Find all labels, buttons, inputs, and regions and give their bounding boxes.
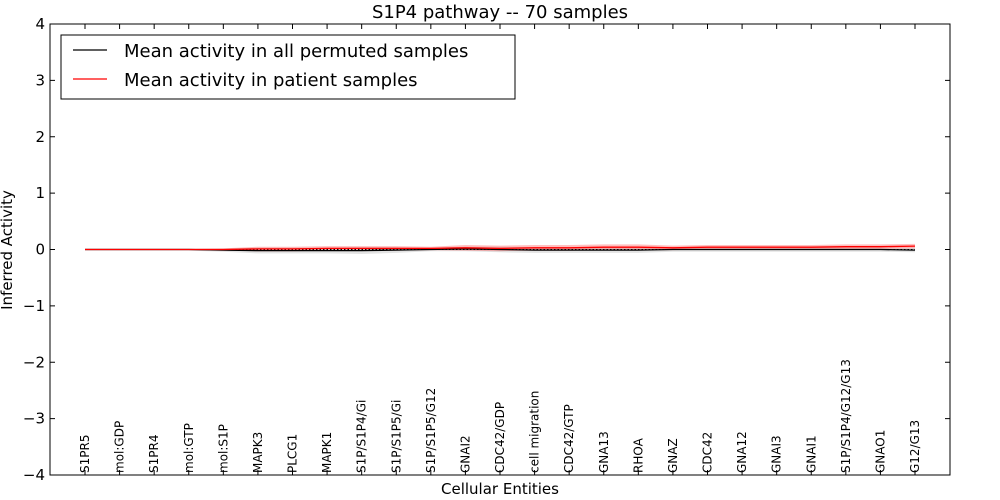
y-tick-label: −4: [23, 466, 45, 484]
series-line-1: [85, 245, 916, 251]
legend-label-patient: Mean activity in patient samples: [124, 70, 418, 91]
x-tick-label: PLCG1: [286, 434, 300, 473]
x-tick-label: mol:S1P: [216, 424, 230, 473]
y-axis-title: Inferred Activity: [0, 190, 16, 310]
legend-label-permuted: Mean activity in all permuted samples: [124, 41, 468, 62]
x-tick-label: MAPK1: [320, 432, 334, 473]
x-tick-label: GNAI3: [770, 435, 784, 473]
x-tick-label: S1P/S1P4/Gi: [355, 400, 369, 473]
x-tick-label: GNAI2: [458, 435, 472, 473]
x-tick-label: MAPK3: [251, 432, 265, 473]
y-tick-label: 2: [35, 128, 45, 146]
legend: Mean activity in all permuted samples Me…: [60, 34, 516, 100]
x-tick-label: mol:GTP: [182, 423, 196, 473]
x-tick-label: GNA12: [735, 431, 749, 473]
y-axis: 4 3 2 1 0 −1 −2 −3 −4: [23, 15, 950, 484]
x-tick-label: S1P/S1P5/Gi: [389, 400, 403, 473]
x-tick-label: S1P/S1P5/G12: [424, 388, 438, 473]
x-tick-label: GNAZ: [666, 438, 680, 473]
x-tick-label: mol:GDP: [113, 421, 127, 473]
x-tick-label: RHOA: [631, 437, 645, 473]
x-tick-label: CDC42/GTP: [562, 404, 576, 473]
chart-title: S1P4 pathway -- 70 samples: [372, 2, 628, 23]
x-tick-label: S1PR4: [147, 435, 161, 473]
x-tick-label: S1P/S1P4/G12/G13: [839, 359, 853, 473]
x-tick-label: CDC42: [701, 432, 715, 473]
y-tick-label: −3: [23, 410, 45, 428]
legend-box: [60, 34, 516, 100]
x-tick-label: G12/G13: [908, 420, 922, 473]
x-axis-title: Cellular Entities: [441, 480, 559, 498]
y-tick-label: 4: [35, 15, 45, 33]
x-tick-label: S1PR5: [78, 435, 92, 473]
x-tick-label: GNAI1: [804, 435, 818, 473]
y-tick-label: 0: [35, 241, 45, 259]
x-tick-label: GNA13: [597, 431, 611, 473]
y-tick-label: 3: [35, 71, 45, 89]
y-tick-label: −2: [23, 353, 45, 371]
y-tick-label: 1: [35, 184, 45, 202]
x-axis: S1PR5 mol:GDP S1PR4 mol:GTP mol:S1P MAPK3 PLCG…: [78, 24, 922, 475]
x-tick-label: CDC42/GDP: [493, 402, 507, 473]
x-tick-label: cell migration: [528, 391, 542, 473]
series-lines: [85, 245, 916, 252]
x-tick-label: GNAO1: [873, 430, 887, 473]
y-tick-label: −1: [23, 297, 45, 315]
